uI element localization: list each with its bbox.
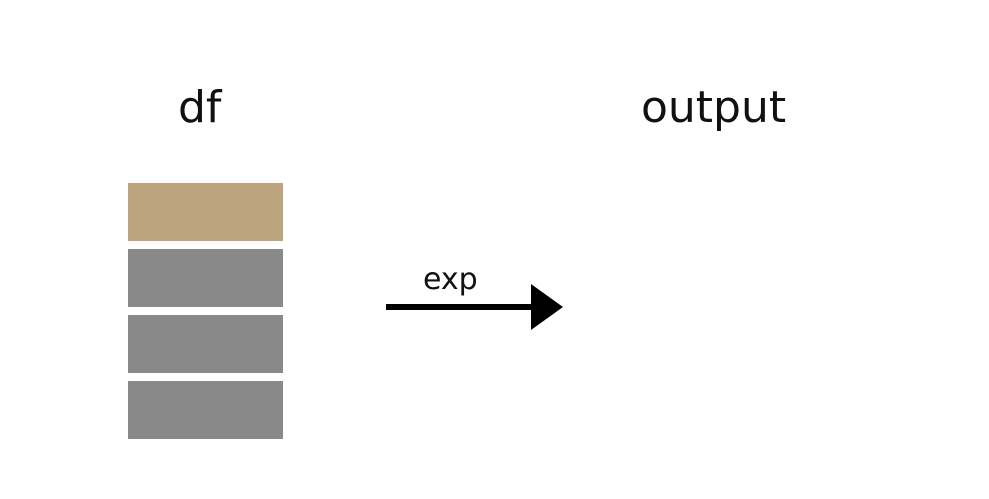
input-dataframe-title: df [178,82,222,133]
dataframe-row [128,315,283,373]
dataframe-row [128,249,283,307]
arrow-head [531,284,563,330]
right-arrow-icon [386,284,563,330]
dataframe-row-highlighted [128,183,283,241]
output-title: output [641,82,787,133]
dataframe-row [128,381,283,439]
operation-label: exp [423,262,478,297]
